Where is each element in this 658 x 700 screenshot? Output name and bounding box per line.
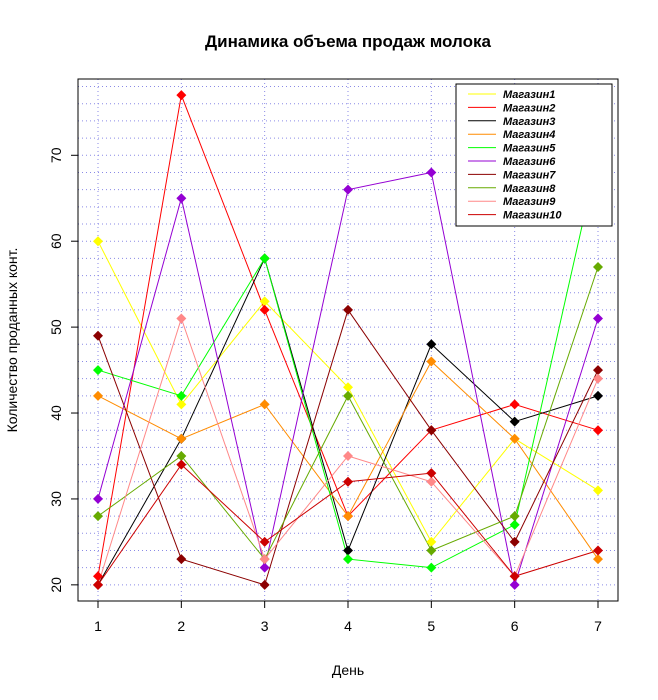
data-point	[93, 571, 103, 582]
data-point	[93, 330, 103, 341]
data-point	[176, 554, 187, 565]
data-point	[509, 416, 520, 427]
x-tick-label: 6	[511, 618, 519, 634]
data-point	[343, 382, 353, 393]
data-point	[176, 90, 187, 101]
legend-label: Магазин6	[503, 156, 556, 168]
data-point	[93, 511, 103, 522]
legend-label: Магазин10	[503, 210, 562, 222]
y-axis: 20 30 40 50 60 70	[48, 147, 79, 593]
data-point	[343, 304, 353, 315]
data-point	[426, 562, 437, 573]
x-tick-label: 4	[344, 618, 352, 634]
data-point	[176, 193, 187, 204]
x-axis: 1 2 3 4 5 6 7	[94, 600, 602, 634]
x-tick-label: 1	[94, 618, 102, 634]
data-point	[176, 459, 187, 470]
data-point	[259, 562, 270, 573]
data-point	[176, 399, 187, 410]
legend-label: Магазин9	[503, 196, 556, 208]
data-point	[259, 536, 270, 547]
y-tick-label: 60	[48, 233, 64, 249]
data-point	[93, 390, 103, 401]
data-point	[426, 476, 437, 487]
data-point	[259, 296, 270, 307]
legend-label: Магазин3	[503, 116, 555, 128]
data-point	[593, 365, 603, 376]
x-axis-label: День	[332, 662, 364, 678]
data-point	[176, 313, 187, 324]
y-tick-label: 70	[48, 147, 64, 163]
data-point	[509, 519, 520, 530]
data-point	[426, 167, 437, 178]
data-point	[593, 313, 603, 324]
chart-title: Динамика объема продаж молока	[205, 32, 491, 51]
legend-label: Магазин1	[503, 89, 555, 101]
legend-label: Магазин4	[503, 129, 555, 141]
data-point	[509, 536, 520, 547]
data-point	[176, 450, 187, 461]
data-point	[343, 511, 353, 522]
data-point	[509, 511, 520, 522]
data-point	[93, 236, 103, 247]
data-point	[593, 485, 603, 496]
data-point	[426, 468, 437, 479]
data-point	[593, 373, 603, 384]
data-point	[93, 365, 103, 376]
data-point	[426, 356, 437, 367]
legend-label: Магазин7	[503, 169, 556, 181]
data-point	[176, 390, 187, 401]
data-point	[593, 545, 603, 556]
data-point	[343, 390, 353, 401]
data-point	[593, 390, 603, 401]
y-tick-label: 50	[48, 319, 64, 335]
data-point	[509, 399, 520, 410]
data-point	[593, 425, 603, 436]
data-point	[509, 571, 520, 582]
data-point	[343, 450, 353, 461]
legend-label: Магазин5	[503, 143, 556, 155]
data-point	[343, 184, 353, 195]
data-point	[176, 433, 187, 444]
data-point	[593, 554, 603, 565]
x-tick-label: 5	[427, 618, 435, 634]
data-point	[593, 261, 603, 272]
legend-label: Магазин8	[503, 183, 556, 195]
data-point	[426, 339, 437, 350]
data-point	[259, 253, 270, 264]
data-point	[343, 554, 353, 565]
y-tick-label: 20	[48, 577, 64, 593]
data-point	[426, 545, 437, 556]
data-point	[259, 399, 270, 410]
data-point	[426, 536, 437, 547]
series-markers	[93, 90, 603, 590]
y-tick-label: 30	[48, 491, 64, 507]
data-point	[259, 304, 270, 315]
legend-label: Магазин2	[503, 102, 555, 114]
x-tick-label: 2	[177, 618, 185, 634]
x-tick-label: 7	[594, 618, 602, 634]
y-tick-label: 40	[48, 405, 64, 421]
data-point	[259, 554, 270, 565]
y-axis-label: Количество проданных конт.	[4, 248, 20, 433]
data-point	[343, 476, 353, 487]
x-tick-label: 3	[261, 618, 269, 634]
data-point	[509, 433, 520, 444]
data-point	[93, 579, 103, 590]
data-point	[426, 425, 437, 436]
data-point	[509, 579, 520, 590]
data-point	[259, 579, 270, 590]
data-point	[93, 493, 103, 504]
data-point	[343, 545, 353, 556]
